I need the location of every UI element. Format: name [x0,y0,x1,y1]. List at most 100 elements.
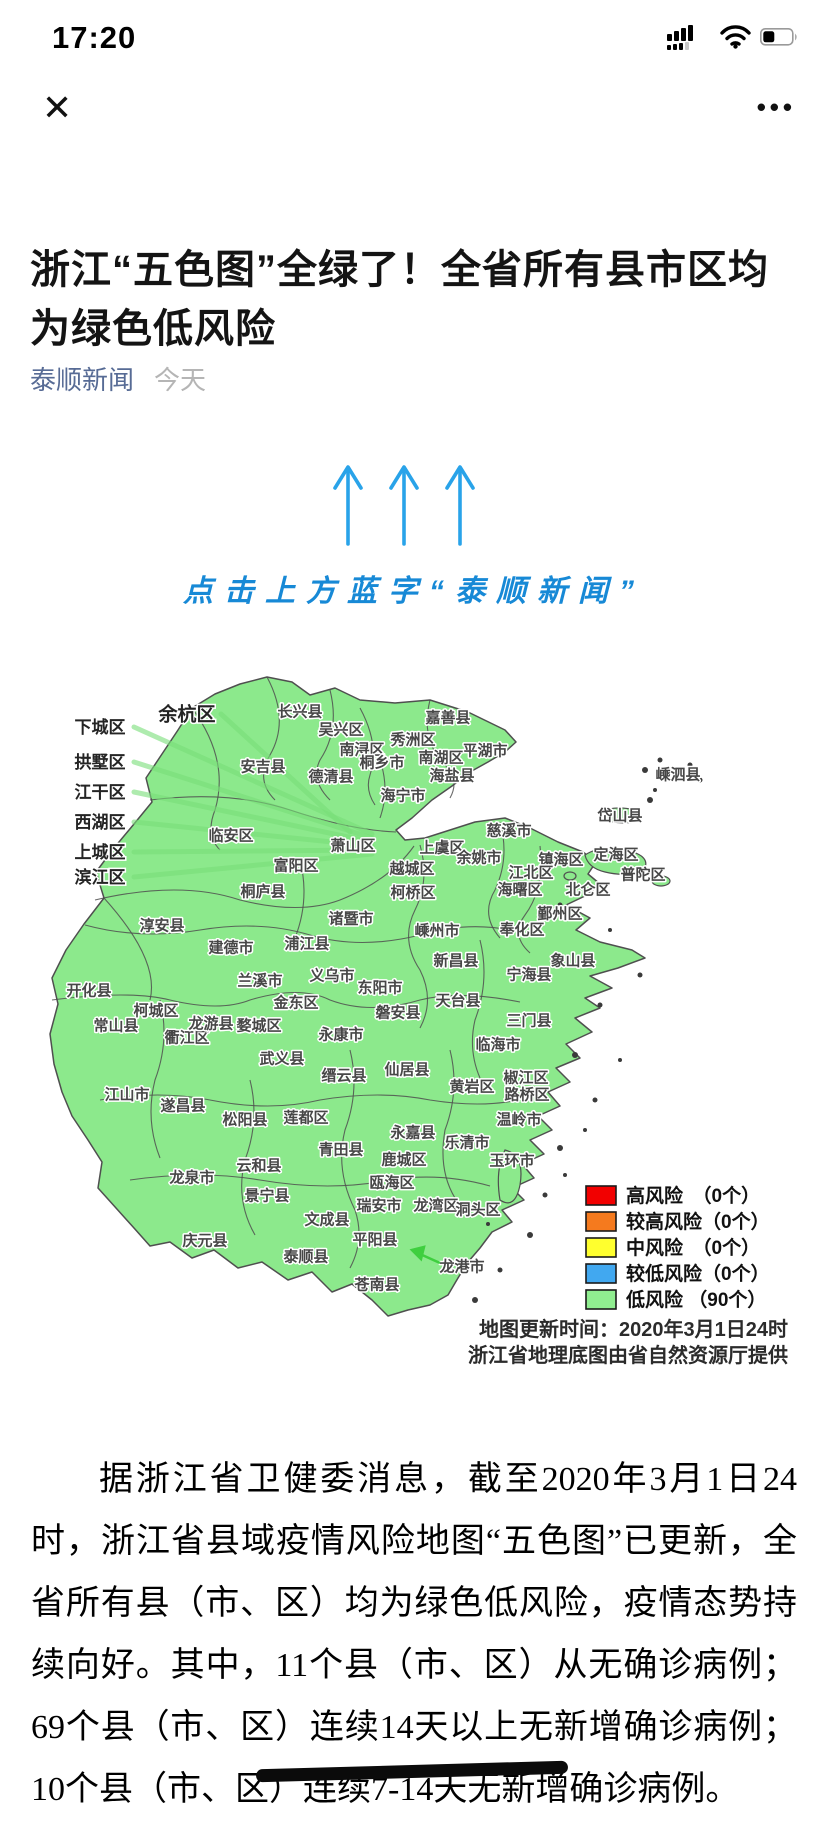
county-label: 鹿城区 [381,1150,426,1168]
up-arrows-icon [333,465,475,546]
county-label: 越城区 [388,859,434,877]
map-callout-label: 江干区 [75,783,126,802]
county-label: 临安区 [208,826,253,844]
wifi-icon [720,25,751,49]
county-label: 南湖区 [418,748,463,766]
county-label: 奉化区 [498,920,544,938]
publish-date: 今天 [154,365,207,395]
county-label: 诸暨市 [328,909,373,927]
legend-label: 较低风险（0个） [626,1262,770,1285]
county-label: 德清县 [308,767,353,785]
county-label: 义乌市 [309,966,354,984]
county-label: 柯城区 [133,1001,178,1019]
map-callout-label: 余杭区 [157,703,215,726]
county-label: 海盐县 [429,766,474,784]
county-label: 缙云县 [321,1066,366,1084]
map-callout-label: 拱墅区 [75,752,126,772]
county-label: 金东区 [272,993,318,1011]
county-label: 长兴县 [277,702,322,720]
county-label: 瓯海区 [369,1173,414,1191]
county-label: 龙港市 [438,1257,484,1275]
county-label: 江山市 [104,1085,149,1103]
more-icon[interactable]: ••• [756,92,796,122]
county-label: 景宁县 [244,1186,289,1204]
county-label: 武义县 [259,1049,304,1067]
county-label: 庆元县 [182,1231,227,1249]
county-label: 嵊州市 [414,921,459,939]
county-label: 路桥区 [504,1085,549,1103]
county-label: 龙湾区 [412,1196,458,1214]
county-label: 云和县 [236,1157,281,1174]
county-label: 东阳市 [357,978,402,996]
county-label: 平湖市 [462,741,507,759]
county-label: 余姚市 [455,848,501,866]
county-label: 北仑区 [565,880,610,898]
county-label: 永康市 [317,1025,363,1043]
county-label: 海宁市 [380,786,425,804]
battery-icon [760,28,797,46]
county-label: 嘉善县 [424,708,470,726]
county-label: 泰顺县 [282,1247,328,1265]
legend-label: 中风险 （0个） [626,1236,760,1259]
county-label: 临海市 [475,1035,520,1053]
county-label: 南浔区 [339,740,384,758]
county-label: 安吉县 [240,757,285,775]
source-link[interactable]: 泰顺新闻 [30,365,135,395]
county-label: 三门县 [506,1011,551,1029]
county-label: 文成县 [304,1210,349,1228]
county-label: 镇海区 [538,850,583,868]
legend-label: 低风险 （90个） [625,1288,766,1311]
county-label: 吴兴区 [318,721,363,738]
county-label: 洞头区 [455,1201,500,1218]
legend-swatch [585,1211,617,1232]
county-label: 桐庐县 [240,882,285,900]
county-label: 温岭市 [496,1110,541,1128]
legend-swatch [585,1185,617,1206]
county-label: 黄岩区 [449,1077,494,1095]
county-label: 秀洲区 [389,730,435,748]
county-label: 江北区 [508,863,553,881]
county-label: 海曙区 [497,880,542,898]
county-label: 富阳区 [273,856,318,874]
county-label: 平阳县 [352,1231,397,1248]
county-label: 柯桥区 [390,883,435,901]
county-label: 兰溪市 [237,971,282,989]
county-label: 萧山区 [330,836,375,854]
county-label: 莲都区 [283,1108,328,1126]
county-label: 天台县 [435,991,480,1009]
county-label: 瑞安市 [356,1196,401,1214]
status-time: 17:20 [52,20,137,55]
county-label: 嵊泗县 [655,765,700,783]
county-label: 乐清市 [444,1133,489,1151]
county-label: 椒江区 [503,1068,548,1086]
county-label: 淳安县 [139,916,184,934]
byline: 泰顺新闻 今天 [30,360,206,397]
county-label: 龙游县 [187,1014,233,1032]
county-label: 青田县 [318,1140,363,1158]
county-label: 玉环市 [489,1151,534,1169]
close-icon[interactable]: ✕ [42,87,73,128]
county-label: 永嘉县 [389,1123,435,1141]
county-label: 婺城区 [235,1016,281,1034]
county-label: 象山县 [550,951,595,969]
risk-map-image[interactable]: 余杭区 下城区 拱墅区 江干区 西湖区 上城区 滨江区 长兴县 安吉县 吴兴区 南浔区 德清县 桐乡市… [0,595,828,1385]
county-label: 建德市 [208,938,253,956]
map-callout-label: 西湖区 [75,813,126,832]
county-label: 仙居县 [384,1060,429,1078]
legend-label: 较高风险（0个） [626,1210,770,1233]
county-label: 松阳县 [222,1110,267,1128]
map-caption-line1: 地图更新时间：2020年3月1日24时 [479,1317,788,1341]
status-icons [667,24,798,50]
map-legend: 高风险 （0个） 较高风险（0个） 中风险 （0个） 较低风险（0个） 低风险 （90个… [585,1184,770,1311]
page-title: 浙江“五色图”全绿了！全省所有县市区均为绿色低风险 [30,247,769,351]
promo-banner-text: 点击上方蓝字“泰顺新闻” [183,575,645,608]
legend-swatch [585,1263,617,1284]
county-label: 上虞区 [419,838,464,856]
map-callout-label: 上城区 [75,843,126,862]
province-landmass [49,676,646,1317]
county-label: 新昌县 [433,951,478,969]
county-label: 遂昌县 [160,1096,205,1114]
county-label: 鄞州区 [537,904,582,922]
county-label: 普陀区 [620,865,665,883]
